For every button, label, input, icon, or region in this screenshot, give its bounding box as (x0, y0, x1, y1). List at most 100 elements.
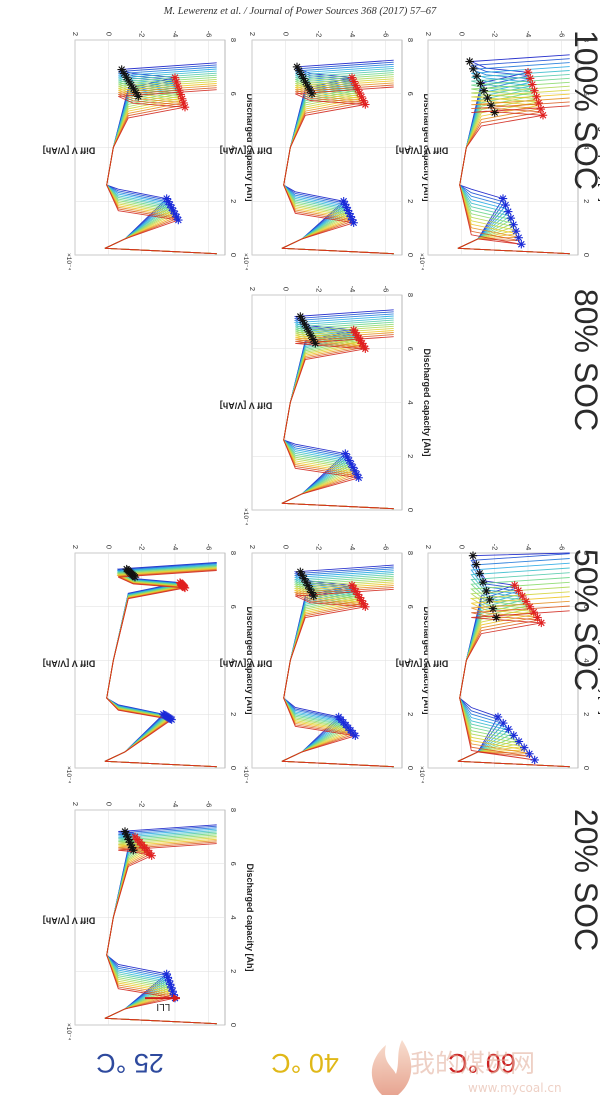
temperature-label: 40 °C (271, 1048, 339, 1078)
y-tick-label: -4 (171, 801, 180, 808)
x-tick-label: 2 (582, 712, 591, 716)
first-min-markers (339, 197, 358, 227)
x-tick-label: 2 (406, 454, 415, 458)
dva-curve (281, 336, 394, 510)
y-tick-label: -4 (348, 286, 357, 293)
y-tick-label: -4 (171, 31, 180, 38)
black-star-marker (465, 57, 474, 66)
y-tick-label: -2 (138, 544, 147, 551)
x-tick-label: 6 (229, 92, 238, 96)
y-tick-label: -2 (315, 286, 324, 293)
y-tick-label: 0 (104, 32, 113, 36)
blue-star-marker (525, 749, 534, 758)
panel-100-soc-25-c: 0 2 4 6 8 2 0 -2 -4 -6 ×10⁻⁴ Diff V [V/Ah] Discharge… (43, 31, 255, 271)
first-min-markers (334, 712, 360, 740)
y-axis-label: Diff V [V/Ah] (43, 916, 96, 926)
red-star-marker (523, 68, 533, 77)
red-star-marker (534, 98, 543, 108)
red-star-marker (147, 851, 156, 860)
blue-star-marker (498, 194, 508, 203)
blue-star-marker (493, 712, 503, 722)
x-tick-label: 6 (229, 605, 238, 609)
end-markers (122, 564, 140, 582)
x-tick-label: 6 (229, 862, 238, 866)
soc-label: 20% SOC (568, 809, 600, 951)
y-tick-label: -2 (138, 801, 147, 808)
x-tick-label: 4 (406, 145, 415, 149)
black-star-marker (309, 591, 318, 601)
black-star-marker (483, 93, 492, 103)
blue-star-marker (499, 718, 508, 728)
panel-20-soc-25-c: 0 2 4 6 8 2 0 -2 -4 -6 ×10⁻⁴ Diff V [V/Ah] Discharge… (43, 801, 255, 1041)
x-tick-label: 4 (406, 658, 415, 662)
y-tick-label: -4 (348, 544, 357, 551)
dva-curve (104, 570, 217, 768)
x-axis-label: Discharged capacity [Ah] (422, 93, 432, 201)
red-star-marker (521, 597, 531, 606)
end-markers (296, 567, 318, 601)
black-star-marker (485, 595, 494, 605)
black-star-marker (311, 339, 320, 348)
soc-label: 100% SOC (568, 30, 600, 190)
arrow-icon (173, 994, 180, 1003)
red-star-marker (518, 591, 527, 601)
y-axis-label: Diff V [V/Ah] (220, 146, 273, 156)
black-star-marker (479, 86, 489, 95)
y-tick-label: -6 (204, 31, 213, 38)
grid (74, 552, 225, 769)
red-star-marker (533, 613, 542, 622)
blue-star-marker (511, 226, 521, 236)
y-axis-label: Diff V [V/Ah] (396, 659, 449, 669)
y-tick-label: 0 (457, 545, 466, 549)
x-axis-label: Discharged capacity [Ah] (245, 606, 255, 714)
red-star-marker (180, 102, 190, 112)
x-tick-label: 8 (406, 293, 415, 297)
black-star-marker (301, 577, 311, 587)
black-star-marker (486, 101, 496, 110)
x-tick-label: 0 (229, 1023, 238, 1027)
y-tick-label: 2 (71, 545, 80, 549)
black-star-marker (129, 846, 138, 855)
y-tick-label: 0 (281, 287, 290, 291)
red-star-marker (510, 581, 519, 590)
x-tick-label: 2 (582, 199, 591, 203)
red-star-marker (349, 77, 359, 86)
x-tick-label: 0 (406, 253, 415, 257)
end-markers (117, 65, 143, 101)
x-tick-label: 8 (406, 38, 415, 42)
blue-star-marker (349, 218, 358, 227)
black-star-marker (472, 560, 481, 569)
blue-star-marker (509, 731, 518, 740)
y-tick-label: 2 (71, 802, 80, 806)
flame-logo-icon (371, 1040, 412, 1095)
blue-star-marker (354, 473, 363, 482)
dva-curve (457, 610, 570, 768)
x-tick-label: 2 (406, 712, 415, 716)
red-star-marker (354, 333, 363, 343)
lli-annotation: LLI (145, 994, 180, 1012)
y-tick-label: -6 (381, 286, 390, 293)
first-min-markers (498, 194, 526, 249)
y-tick-label: 2 (424, 32, 433, 36)
second-min-markers (347, 73, 370, 109)
red-star-marker (530, 86, 539, 95)
blue-star-marker (509, 220, 518, 229)
y-tick-label: 0 (104, 545, 113, 549)
watermark-url: www.mycoal.cn (468, 1081, 562, 1095)
x-tick-label: 0 (229, 766, 238, 770)
y-tick-label: -6 (557, 31, 566, 38)
dva-curve (281, 86, 394, 255)
x-tick-label: 8 (229, 808, 238, 812)
second-min-markers (523, 68, 548, 120)
x-tick-label: 8 (582, 551, 591, 555)
blue-star-marker (514, 737, 524, 746)
x-tick-label: 6 (406, 347, 415, 351)
y-tick-label: -2 (315, 544, 324, 551)
x-tick-label: 4 (582, 658, 591, 662)
y-multiplier: ×10⁻⁴ (242, 508, 249, 525)
y-tick-label: -2 (315, 31, 324, 38)
black-star-marker (472, 71, 482, 81)
